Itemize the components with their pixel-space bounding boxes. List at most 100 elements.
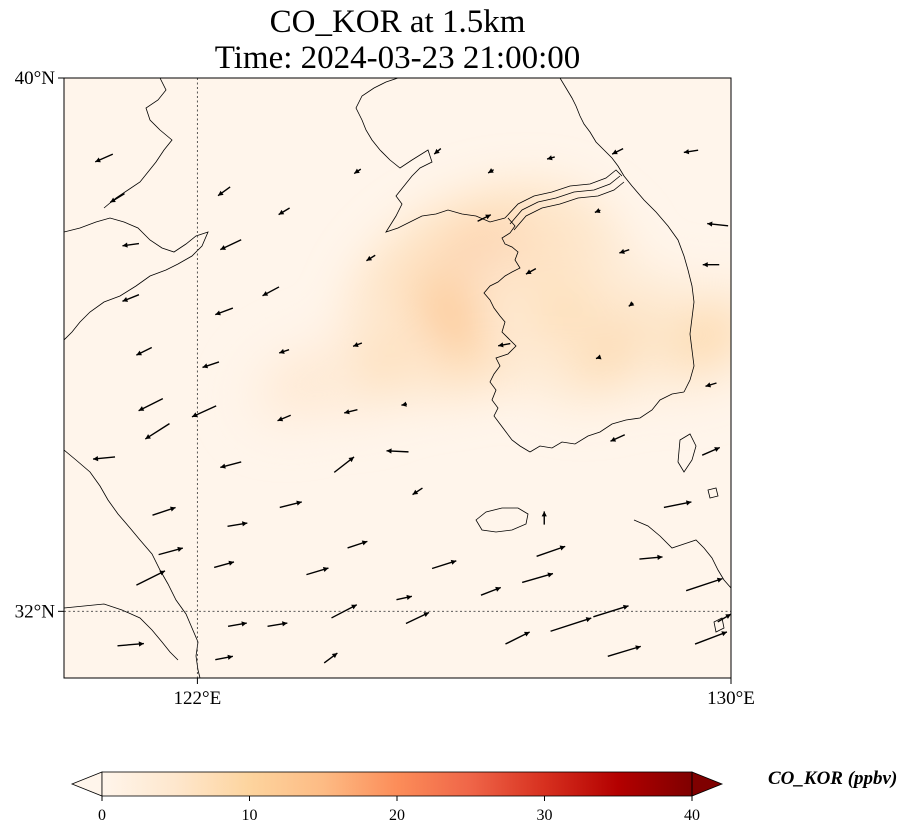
coastline-kyushu: [633, 519, 731, 589]
wind-arrow: [152, 506, 176, 516]
wind-arrow: [217, 186, 231, 197]
wind-arrow: [610, 434, 626, 442]
wind-arrow: [433, 148, 442, 155]
lat-tick-label: 32°N: [15, 601, 56, 622]
wind-arrow: [136, 570, 166, 586]
wind-arrow: [694, 631, 728, 645]
border-line-2: [509, 175, 621, 225]
wind-arrow: [366, 254, 376, 262]
wind-arrow: [136, 346, 153, 356]
wind-arrow: [344, 409, 358, 415]
wind-arrow: [611, 147, 624, 155]
jeju-island: [475, 507, 529, 533]
wind-arrow: [628, 301, 635, 307]
wind-arrow: [353, 168, 362, 175]
border-line-3: [513, 181, 625, 231]
coastline-china-east: [64, 449, 201, 678]
wind-arrow: [215, 307, 234, 316]
wind-arrow: [144, 423, 170, 440]
colorbar: 0 10 20 30 40: [70, 771, 724, 824]
wind-arrow: [639, 554, 663, 560]
coastline-liaodong: [355, 78, 506, 233]
wind-arrow: [138, 397, 164, 412]
wind-arrow: [717, 613, 731, 623]
colorbar-extend-max: [691, 771, 724, 797]
co-concentration-field: [241, 182, 731, 434]
wind-arrow: [202, 361, 220, 369]
wind-arrow: [158, 546, 184, 556]
wind-arrow: [536, 545, 566, 557]
wind-arrow: [594, 208, 601, 214]
coastline-korea-east: [559, 78, 695, 393]
wind-arrow: [220, 461, 242, 469]
wind-arrow: [122, 294, 140, 302]
coastline-korea-west: [483, 217, 531, 453]
colorbar-extend-min: [70, 771, 103, 797]
wind-arrow: [347, 540, 368, 549]
wind-arrow: [546, 155, 555, 161]
wind-arrow: [213, 560, 235, 569]
wind-arrow: [306, 566, 329, 576]
wind-arrow: [521, 572, 554, 584]
wind-arrow: [541, 511, 547, 525]
co-plume-core: [541, 292, 588, 330]
wind-arrow: [333, 456, 355, 473]
wind-arrow: [487, 168, 494, 174]
wind-arrow: [227, 521, 248, 528]
wind-arrow: [279, 500, 302, 509]
wind-arrow: [401, 401, 408, 407]
map-title: CO_KOR at 1.5km: [269, 4, 526, 40]
wind-arrow: [663, 500, 692, 509]
small-island-2: [713, 617, 725, 633]
wind-arrow: [607, 645, 641, 657]
wind-vectors: [92, 147, 731, 664]
tsushima: [677, 433, 697, 473]
wind-arrow: [109, 193, 125, 203]
lon-tick-label: 122°E: [174, 688, 222, 709]
wind-arrow: [593, 604, 629, 618]
wind-arrow: [122, 242, 140, 248]
wind-arrow: [480, 586, 502, 596]
colorbar-tick-label: 10: [242, 807, 258, 824]
wind-arrow: [396, 594, 413, 601]
wind-arrow: [525, 267, 537, 275]
border-line-1: [504, 169, 623, 219]
wind-arrow: [412, 487, 423, 496]
plot-frame: [63, 77, 732, 679]
colorbar-tick-label: 0: [98, 807, 106, 824]
wind-arrow: [405, 611, 430, 625]
wind-arrow: [705, 382, 717, 388]
wind-arrow: [92, 456, 116, 462]
wind-arrow: [215, 654, 234, 661]
lon-tick-label: 130°E: [707, 688, 755, 709]
small-island-1: [707, 487, 719, 499]
wind-arrow: [477, 214, 492, 222]
coastline-bohai: [103, 78, 173, 209]
coastlines: [64, 78, 731, 678]
wind-arrow: [262, 286, 280, 297]
wind-arrow: [277, 414, 291, 422]
wind-arrow: [431, 559, 457, 570]
wind-arrow: [227, 621, 247, 628]
wind-arrow: [619, 248, 630, 254]
gridlines: [64, 78, 731, 678]
co-plume-core: [285, 369, 324, 400]
wind-arrow: [702, 262, 720, 268]
coastline-shandong: [64, 217, 209, 341]
wind-arrow: [707, 221, 729, 227]
wind-arrow: [683, 149, 699, 155]
wind-arrow: [117, 641, 144, 647]
map-subtitle-time: Time: 2024-03-23 21:00:00: [214, 40, 581, 76]
wind-arrow: [220, 239, 242, 251]
wind-arrow: [701, 446, 721, 456]
wind-arrow: [267, 621, 288, 628]
wind-arrow: [323, 652, 338, 664]
wind-arrow: [386, 448, 409, 454]
colorbar-ticks: 0 10 20 30 40: [98, 796, 700, 824]
colorbar-gradient: [102, 772, 692, 796]
wind-arrow: [498, 342, 511, 348]
wind-arrow: [352, 342, 363, 347]
wind-arrow: [191, 405, 217, 418]
wind-arrow: [595, 354, 602, 360]
